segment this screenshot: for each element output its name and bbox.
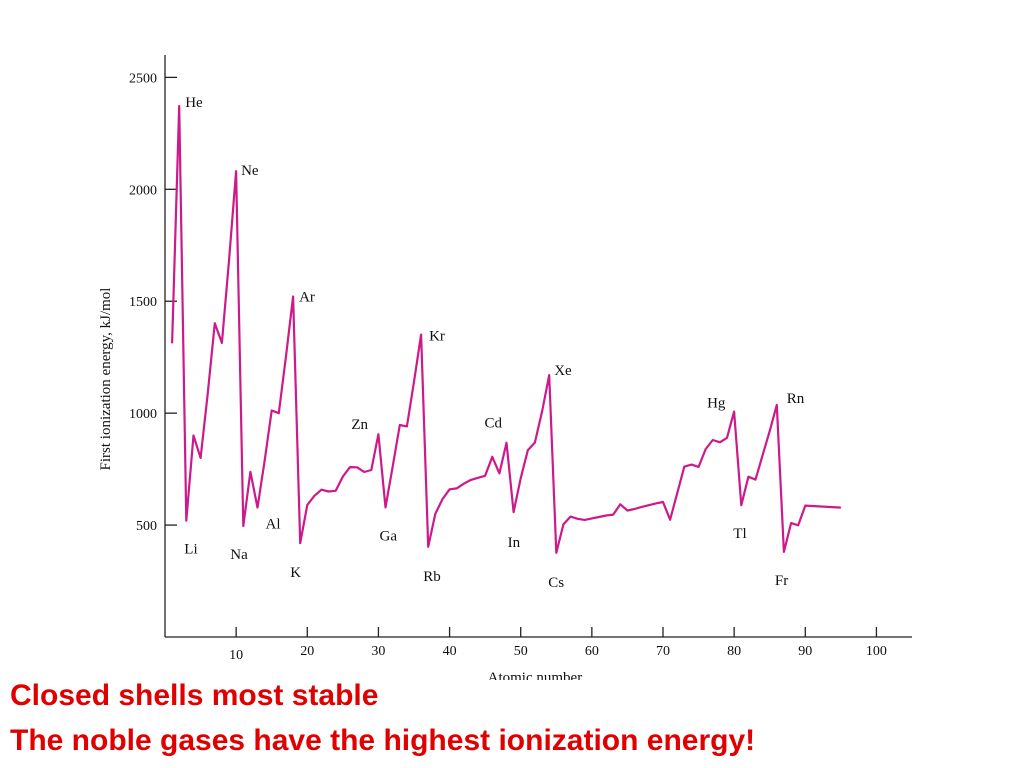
element-label-xe: Xe [554,363,572,379]
element-label-rn: Rn [787,391,805,407]
element-label-k: K [290,565,301,581]
element-label-na: Na [230,547,248,563]
element-label-kr: Kr [429,329,445,345]
element-label-ga: Ga [380,528,398,544]
x-tick-label: 50 [514,644,528,659]
element-label-in: In [508,535,521,551]
chart-series [171,104,841,554]
element-label-hg: Hg [707,396,726,412]
chart-ticks: 500 1000 1500 2000 2500 10 20 30 40 50 60 70 80 90 100 [129,71,887,663]
y-tick-label: 500 [136,519,157,534]
x-tick-label: 10 [229,648,243,663]
caption-line-2: The noble gases have the highest ionizat… [10,724,756,757]
element-label-tl: Tl [733,526,746,542]
element-label-rb: Rb [423,569,441,585]
element-label-li: Li [184,542,197,558]
chart-axes [164,55,912,638]
x-tick-label: 20 [300,644,314,659]
element-label-ne: Ne [241,163,259,179]
element-label-zn: Zn [351,417,368,433]
x-tick-label: 70 [656,644,670,659]
element-label-fr: Fr [775,573,788,589]
x-tick-label: 100 [866,644,887,659]
x-tick-label: 90 [798,644,812,659]
ionization-energy-chart: 500 1000 1500 2000 2500 10 20 30 40 50 60 70 80 90 100… [98,55,912,680]
x-tick-label: 30 [371,644,385,659]
chart-annotations: He Ne Ar Kr Xe Rn Hg Cd Zn Li Na Al K Ga Rb In Cs Tl Fr [184,95,805,591]
element-label-he: He [185,95,203,111]
element-label-al: Al [266,517,281,533]
y-tick-label: 2500 [129,71,157,86]
y-tick-label: 1500 [129,295,157,310]
x-tick-label: 80 [727,644,741,659]
element-label-ar: Ar [299,290,315,306]
ionization-energy-line [171,104,841,554]
y-tick-label: 1000 [129,407,157,422]
element-label-cd: Cd [485,416,503,432]
x-axis-title: Atomic number [488,670,583,680]
caption-line-1: Closed shells most stable [10,679,379,712]
y-tick-label: 2000 [129,183,157,198]
y-axis-title: First ionization energy, kJ/mol [98,288,114,471]
x-tick-label: 60 [585,644,599,659]
x-tick-label: 40 [443,644,457,659]
element-label-cs: Cs [548,575,564,591]
